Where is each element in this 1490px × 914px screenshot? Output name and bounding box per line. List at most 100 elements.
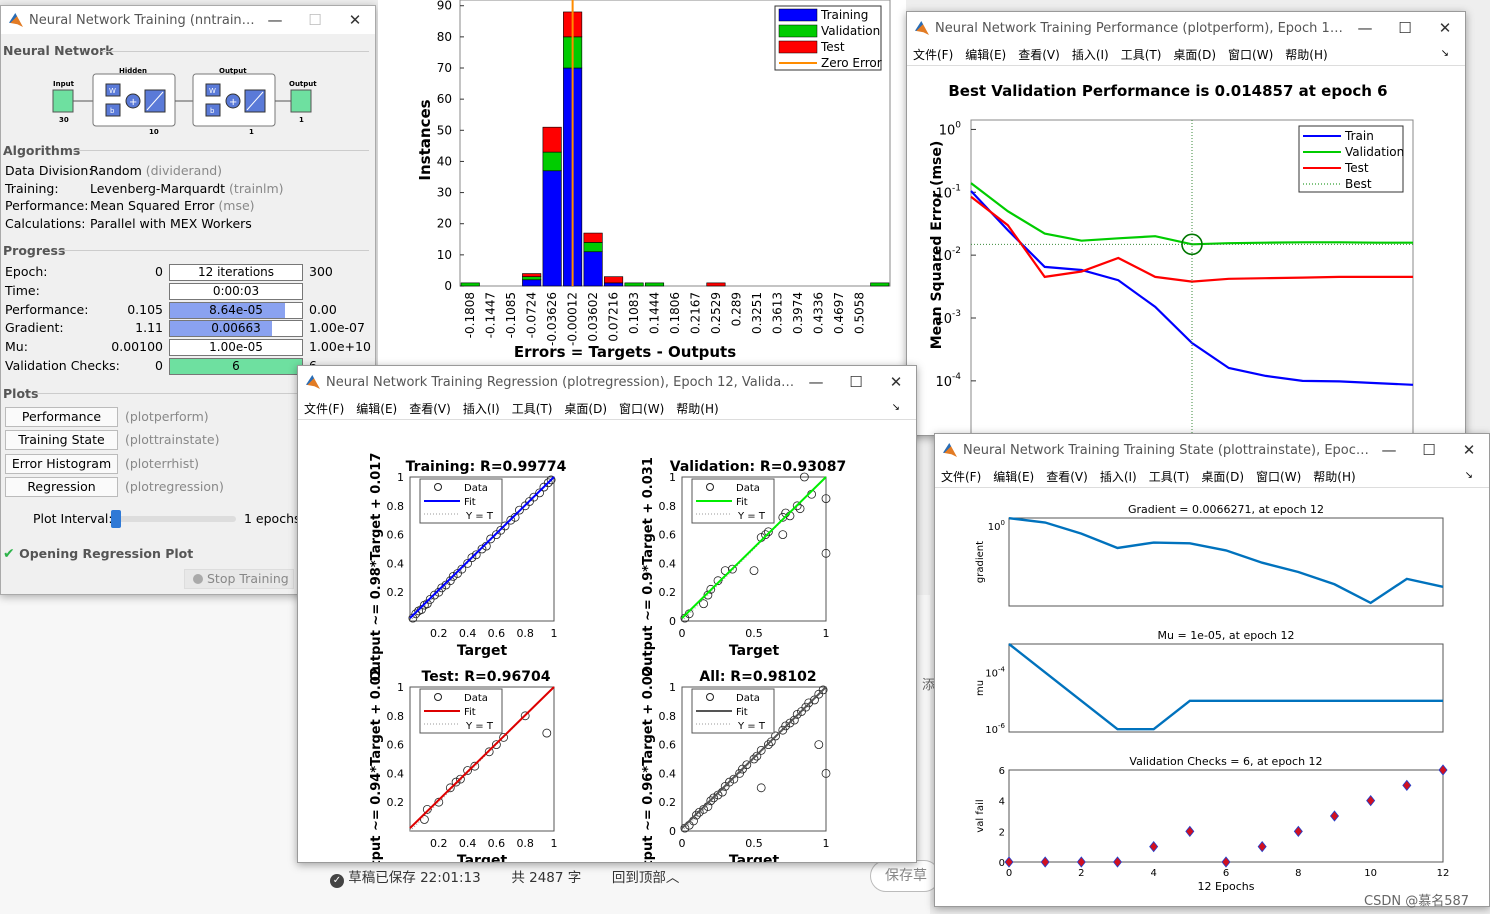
reg-ytick: 0.6 <box>387 739 405 752</box>
hist-bar-training <box>542 170 562 287</box>
progress-label: Gradient: <box>5 320 64 336</box>
menu-item[interactable]: 查看(V) <box>409 402 451 416</box>
pin-icon[interactable]: ↘ <box>1464 470 1473 481</box>
maximize-button[interactable]: ☐ <box>1422 441 1436 459</box>
reg-ytick: 0.8 <box>387 710 405 723</box>
minimize-button[interactable]: — <box>1357 19 1373 37</box>
hist-xtick: 0.1444 <box>648 292 662 334</box>
reg-data-point <box>729 774 739 784</box>
svg-text:b: b <box>110 107 115 115</box>
progress-start: 0 <box>155 358 163 373</box>
trainstate-window: Neural Network Training Training State (… <box>934 433 1490 907</box>
hist-legend-entry: Training <box>820 8 868 22</box>
svg-text:+: + <box>229 97 237 108</box>
menu-item[interactable]: 编辑(E) <box>356 402 398 416</box>
progress-bar: 0:00:03 <box>169 282 303 300</box>
minimize-button[interactable]: — <box>1381 441 1397 459</box>
slider-thumb[interactable] <box>111 510 121 528</box>
reg-data-point <box>763 740 773 750</box>
algorithm-value: Levenberg-Marquardt (trainlm) <box>90 180 284 196</box>
reg-legend-entry: Data <box>464 483 488 494</box>
ts-val-marker <box>1004 856 1014 868</box>
plot-interval-slider[interactable] <box>111 510 236 528</box>
close-button[interactable]: ✕ <box>348 11 362 29</box>
menu-item[interactable]: 窗口(W) <box>1256 470 1302 484</box>
menu-item[interactable]: 查看(V) <box>1046 470 1088 484</box>
maximize-button[interactable]: ☐ <box>849 373 863 391</box>
menu-item[interactable]: 编辑(E) <box>993 470 1035 484</box>
menu-item[interactable]: 帮助(H) <box>1313 470 1356 484</box>
editor-add-label: 添 <box>922 678 936 693</box>
menu-item[interactable]: 桌面(D) <box>1201 470 1245 484</box>
reg-xlabel: Target <box>457 643 508 659</box>
menu-item[interactable]: 桌面(D) <box>564 402 608 416</box>
reg-legend-entry: Y = T <box>737 721 766 732</box>
menu-item[interactable]: 工具(T) <box>1120 48 1162 62</box>
reg-data-point <box>520 711 530 721</box>
perform-menubar: 文件(F) 编辑(E) 查看(V) 插入(I) 工具(T) 桌面(D) 窗口(W) 帮助(H)… <box>907 44 1465 66</box>
reg-ytick: 0.2 <box>659 586 677 599</box>
ts-mu-area <box>1008 643 1444 733</box>
menu-item[interactable]: 插入(I) <box>462 402 500 416</box>
reg-legend-entry: Y = T <box>465 511 494 522</box>
ts-ytick: 4 <box>999 797 1005 808</box>
reg-xtick: 0 <box>679 627 686 640</box>
back-to-top-link[interactable]: 回到顶部︿ <box>611 870 680 886</box>
minimize-button[interactable]: — <box>808 373 824 391</box>
hist-xtick: 0.5058 <box>852 292 866 334</box>
svg-text:Output: Output <box>219 67 247 75</box>
close-button[interactable]: ✕ <box>1438 19 1452 37</box>
menu-item[interactable]: 文件(F) <box>913 48 954 62</box>
editor-status-bar: ✓ 草稿已保存 22:01:13 共 2487 字 回到顶部︿ <box>330 866 679 888</box>
plot-button-performance[interactable]: Performance <box>5 407 118 427</box>
minimize-button[interactable]: — <box>267 11 283 29</box>
hist-bar-validation <box>583 242 603 253</box>
reg-data-point <box>799 472 809 482</box>
svg-text:+: + <box>129 97 137 108</box>
progress-bar: 8.64e-05 <box>169 301 303 319</box>
reg-data-point <box>703 590 713 600</box>
pin-icon[interactable]: ↘ <box>891 402 900 413</box>
menu-item[interactable]: 插入(I) <box>1071 48 1109 62</box>
ts-mu-title: Mu = 1e-05, at epoch 12 <box>1158 629 1295 642</box>
menu-item[interactable]: 插入(I) <box>1099 470 1137 484</box>
menu-item[interactable]: 文件(F) <box>304 402 345 416</box>
reg-data-point <box>699 599 709 609</box>
reg-identity-line <box>409 476 555 622</box>
menu-item[interactable]: 窗口(W) <box>1228 48 1274 62</box>
progress-start: 1.11 <box>135 320 163 336</box>
reg-xtick: 0.6 <box>488 627 506 640</box>
menu-item[interactable]: 窗口(W) <box>619 402 665 416</box>
reg-ylabel: Output ~= 0.98*Target + 0.017 <box>369 453 384 682</box>
menu-item[interactable]: 编辑(E) <box>965 48 1007 62</box>
menu-item[interactable]: 帮助(H) <box>676 402 719 416</box>
ts-xtick: 4 <box>1150 868 1156 879</box>
hist-ytick: 70 <box>437 61 452 75</box>
reg-xlabel: Target <box>729 643 780 659</box>
stop-training-button[interactable]: Stop Training <box>184 569 294 589</box>
reg-data-point <box>457 564 467 574</box>
reg-data-point <box>818 685 828 695</box>
editor-save-draft-button[interactable]: 保存草 <box>870 860 940 892</box>
menu-item[interactable]: 文件(F) <box>941 470 982 484</box>
menu-item[interactable]: 工具(T) <box>1148 470 1190 484</box>
maximize-button[interactable]: ☐ <box>1398 19 1412 37</box>
maximize-button[interactable]: ☐ <box>308 11 322 29</box>
reg-data-point <box>735 768 745 778</box>
plot-button-regression[interactable]: Regression <box>5 477 118 498</box>
menu-item[interactable]: 工具(T) <box>511 402 553 416</box>
pin-icon[interactable]: ↘ <box>1440 48 1449 59</box>
hist-bar-validation <box>624 282 644 287</box>
menu-item[interactable]: 查看(V) <box>1018 48 1060 62</box>
menu-item[interactable]: 帮助(H) <box>1285 48 1328 62</box>
ts-val-marker <box>1329 810 1340 822</box>
progress-end: 300 <box>309 264 333 279</box>
reg-data-point <box>455 774 465 784</box>
plot-button-error-histogram[interactable]: Error Histogram <box>5 453 118 474</box>
menu-item[interactable]: 桌面(D) <box>1173 48 1217 62</box>
plot-button-training-state[interactable]: Training State <box>5 430 118 451</box>
close-button[interactable]: ✕ <box>889 373 903 391</box>
reg-data-point <box>727 564 737 574</box>
close-button[interactable]: ✕ <box>1462 441 1476 459</box>
ts-val-marker <box>1257 841 1267 853</box>
